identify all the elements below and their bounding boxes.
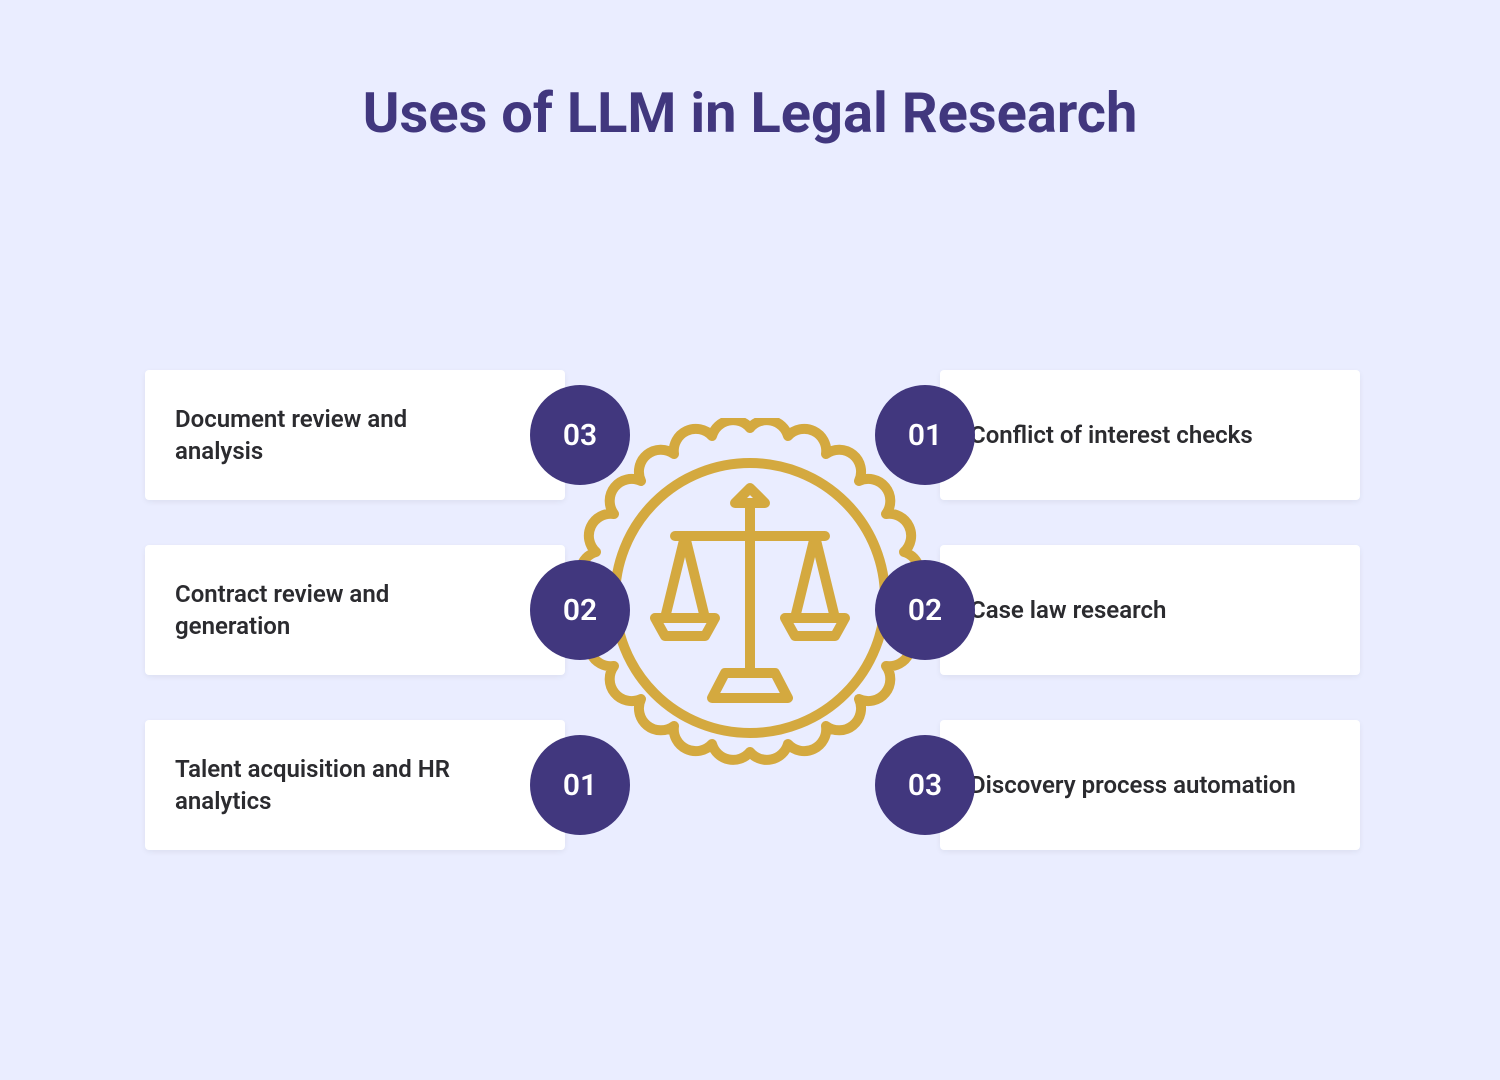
number-text: 03 xyxy=(563,418,597,453)
card-label: Contract review and generation xyxy=(175,578,465,643)
card-left-1: Contract review and generation xyxy=(145,545,565,675)
card-left-2: Talent acquisition and HR analytics xyxy=(145,720,565,850)
number-text: 01 xyxy=(908,418,942,453)
card-right-1: Case law research xyxy=(940,545,1360,675)
number-text: 01 xyxy=(563,768,597,803)
number-badge-left-2: 01 xyxy=(530,735,630,835)
infographic-canvas: Uses of LLM in Legal Research xyxy=(0,0,1500,1080)
number-badge-left-1: 02 xyxy=(530,560,630,660)
number-badge-right-1: 02 xyxy=(875,560,975,660)
card-label: Conflict of interest checks xyxy=(970,419,1253,451)
number-badge-left-0: 03 xyxy=(530,385,630,485)
card-right-0: Conflict of interest checks xyxy=(940,370,1360,500)
card-right-2: Discovery process automation xyxy=(940,720,1360,850)
card-label: Talent acquisition and HR analytics xyxy=(175,753,465,818)
number-text: 02 xyxy=(563,593,597,628)
card-label: Case law research xyxy=(970,594,1166,626)
page-title: Uses of LLM in Legal Research xyxy=(0,80,1500,146)
card-label: Discovery process automation xyxy=(970,769,1296,801)
number-badge-right-0: 01 xyxy=(875,385,975,485)
number-text: 02 xyxy=(908,593,942,628)
card-left-0: Document review and analysis xyxy=(145,370,565,500)
number-badge-right-2: 03 xyxy=(875,735,975,835)
card-label: Document review and analysis xyxy=(175,403,465,468)
number-text: 03 xyxy=(908,768,942,803)
